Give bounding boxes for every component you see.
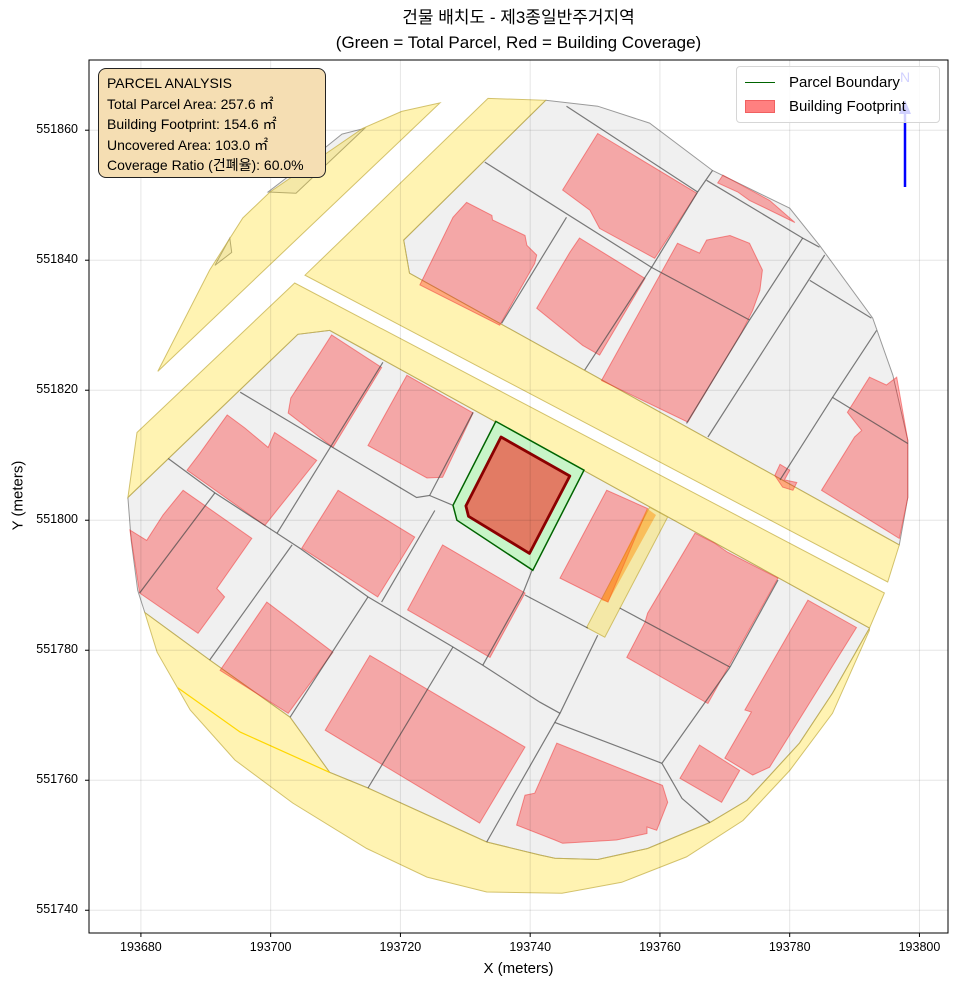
building-footprint-polygon	[724, 599, 858, 776]
road-edge-line	[177, 687, 330, 773]
building-footprint-polygon	[324, 654, 526, 824]
building-road-overlap	[601, 508, 656, 603]
legend: Parcel Boundary Building Footprint	[736, 66, 940, 123]
chart-subtitle: (Green = Total Parcel, Red = Building Co…	[335, 33, 702, 52]
lot-boundary-line	[524, 594, 589, 629]
legend-line-swatch	[745, 81, 775, 83]
lot-boundary-line	[209, 544, 293, 661]
building-footprint-polygon	[515, 742, 669, 844]
y-tick-label: 551740	[36, 902, 78, 917]
lot-boundary-line	[809, 279, 872, 319]
y-tick-label: 551800	[36, 512, 78, 527]
y-tick-label: 551860	[36, 122, 78, 137]
lot-boundary-line	[729, 579, 779, 668]
building-footprint-polygon	[561, 132, 698, 259]
lot-boundary-line	[832, 396, 909, 445]
building-footprint-polygon	[820, 376, 909, 540]
lot-boundary-line	[167, 458, 561, 714]
lot-boundary-line	[139, 492, 216, 594]
road-polygon	[127, 282, 886, 629]
legend-label: Parcel Boundary	[789, 73, 900, 91]
legend-patch-swatch	[745, 99, 775, 113]
lot-boundary-line	[367, 646, 454, 789]
lot-boundary-line	[584, 170, 713, 371]
building-footprint-polygon	[129, 489, 253, 634]
road-polygon	[304, 97, 900, 583]
lot-boundary-line	[276, 361, 384, 534]
tick-marks	[85, 129, 920, 937]
y-axis-label: Y (meters)	[9, 460, 27, 531]
building-footprint-polygon	[186, 414, 318, 527]
target-building-coverage	[464, 435, 572, 555]
lot-boundary-line	[239, 391, 474, 499]
block-polygon	[214, 236, 233, 266]
axes-frame	[88, 59, 949, 934]
info-uncovered-area: Uncovered Area: 103.0 ㎡	[107, 136, 269, 153]
y-tick-label: 551780	[36, 642, 78, 657]
legend-item-building-footprint: Building Footprint	[745, 95, 906, 117]
x-tick-label: 193760	[639, 940, 681, 954]
lot-boundary-line	[619, 607, 731, 668]
lot-boundary-line	[707, 254, 826, 438]
plot-area	[127, 97, 909, 894]
x-tick-label: 193800	[898, 940, 941, 954]
road-polygon	[585, 506, 669, 638]
grid	[89, 60, 948, 933]
y-tick-label: 551820	[36, 382, 78, 397]
building-footprint-polygon	[626, 532, 779, 705]
lot-boundary-line	[486, 635, 599, 843]
building-footprint-polygon	[716, 174, 796, 223]
x-tick-label: 193740	[509, 940, 552, 954]
lot-boundary-line	[429, 494, 454, 506]
x-tick-label: 193700	[249, 940, 292, 954]
building-footprint-polygon	[406, 544, 526, 659]
info-coverage-ratio: Coverage Ratio (건폐율): 60.0%	[107, 157, 304, 173]
building-footprint-polygon	[367, 374, 474, 479]
building-footprint-polygon	[559, 489, 649, 603]
lot-boundary-line	[566, 105, 698, 193]
building-footprint-polygon	[679, 744, 741, 803]
legend-item-parcel-boundary: Parcel Boundary	[745, 71, 900, 93]
lot-boundary-line	[554, 721, 663, 764]
info-building-footprint: Building Footprint: 154.6 ㎡	[107, 116, 277, 132]
lot-boundary-line	[381, 510, 436, 603]
y-tick-label: 551760	[36, 772, 78, 787]
building-footprint-polygon	[774, 463, 798, 491]
info-total-parcel-area: Total Parcel Area: 257.6 ㎡	[107, 95, 274, 112]
x-tick-label: 193780	[768, 940, 811, 954]
legend-label: Building Footprint	[789, 97, 906, 115]
lot-boundary-line	[501, 216, 568, 324]
x-tick-label: 193720	[379, 940, 422, 954]
lot-boundary-line	[661, 666, 731, 823]
lot-boundary-line	[482, 568, 534, 666]
lot-boundary-line	[289, 596, 369, 718]
lot-boundary-line	[484, 161, 750, 321]
y-tick-label: 551840	[36, 252, 78, 267]
x-tick-label: 193680	[120, 940, 162, 954]
building-footprint-polygon	[301, 489, 416, 598]
building-footprint-polygon	[419, 201, 538, 326]
info-heading: PARCEL ANALYSIS	[107, 75, 233, 91]
chart-title: 건물 배치도 - 제3종일반주거지역	[402, 8, 635, 27]
x-axis-label: X (meters)	[483, 960, 554, 977]
parcel-analysis-box: PARCEL ANALYSIS Total Parcel Area: 257.6…	[98, 68, 326, 178]
